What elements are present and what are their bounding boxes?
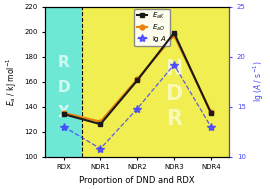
$E_{aO}$ <box>173 34 176 36</box>
$E_{aK}$ <box>99 123 102 125</box>
$E_{aK}$ <box>62 113 65 115</box>
lg $A$ <box>99 147 102 150</box>
Line: $E_{aO}$: $E_{aO}$ <box>61 33 213 124</box>
Bar <box>82 7 229 157</box>
$E_{aO}$ <box>209 111 212 113</box>
Text: D: D <box>166 84 183 104</box>
$E_{aK}$ <box>136 79 139 81</box>
$E_{aK}$ <box>173 32 176 34</box>
$E_{aO}$ <box>136 78 139 80</box>
Line: lg $A$: lg $A$ <box>59 60 215 153</box>
X-axis label: Proportion of DND and RDX: Proportion of DND and RDX <box>79 176 195 185</box>
Text: R: R <box>166 109 182 129</box>
$E_{aO}$ <box>99 121 102 123</box>
Text: X: X <box>58 105 70 120</box>
lg $A$ <box>62 125 65 128</box>
Y-axis label: lg ($A$ / s$^{-1}$): lg ($A$ / s$^{-1}$) <box>251 61 266 102</box>
$E_{aK}$ <box>209 112 212 114</box>
Y-axis label: $E_a$ / kJ mol$^{-1}$: $E_a$ / kJ mol$^{-1}$ <box>4 57 19 106</box>
Bar <box>45 7 82 157</box>
Legend: $E_{aK}$, $E_{aO}$, lg $A$: $E_{aK}$, $E_{aO}$, lg $A$ <box>134 9 170 46</box>
lg $A$ <box>136 108 139 110</box>
Text: D: D <box>57 80 70 95</box>
$E_{aO}$ <box>62 112 65 114</box>
lg $A$ <box>173 64 176 66</box>
Line: $E_{aK}$: $E_{aK}$ <box>61 30 213 127</box>
Text: N: N <box>165 59 183 79</box>
lg $A$ <box>209 125 212 128</box>
Text: R: R <box>58 55 70 70</box>
